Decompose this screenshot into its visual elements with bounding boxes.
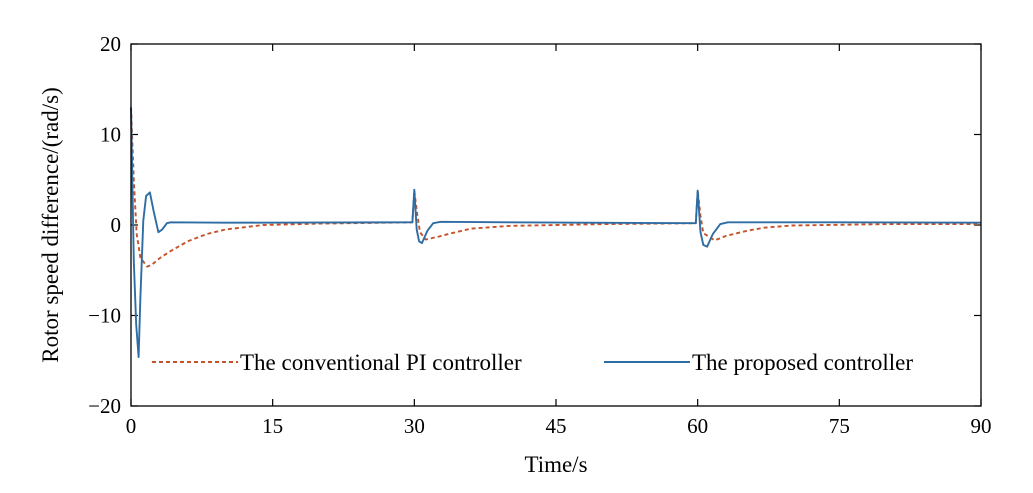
- series-line-proposed: [130, 107, 982, 359]
- legend: The conventional PI controller The propo…: [152, 350, 913, 375]
- y-tick-label: 20: [100, 32, 121, 56]
- x-tick-label: 0: [126, 414, 137, 438]
- x-axis-title: Time/s: [524, 452, 587, 477]
- y-tick-label: 10: [100, 123, 121, 147]
- y-axis-title: Rotor speed difference/(rad/s): [38, 87, 63, 362]
- x-tick-label: 15: [262, 414, 283, 438]
- legend-label-pi: The conventional PI controller: [240, 350, 522, 375]
- x-tick-label: 75: [829, 414, 850, 438]
- x-tick-label: 90: [971, 414, 992, 438]
- y-tick-label: 0: [111, 213, 122, 237]
- x-tick-label: 60: [687, 414, 708, 438]
- y-tick-label: −10: [88, 304, 121, 328]
- plot-frame: [130, 43, 982, 407]
- x-tick-label: 45: [546, 414, 567, 438]
- y-tick-label: −20: [88, 394, 121, 418]
- x-tick-label: 30: [404, 414, 425, 438]
- legend-label-proposed: The proposed controller: [692, 350, 913, 375]
- series-line-conventional-pi: [130, 107, 981, 268]
